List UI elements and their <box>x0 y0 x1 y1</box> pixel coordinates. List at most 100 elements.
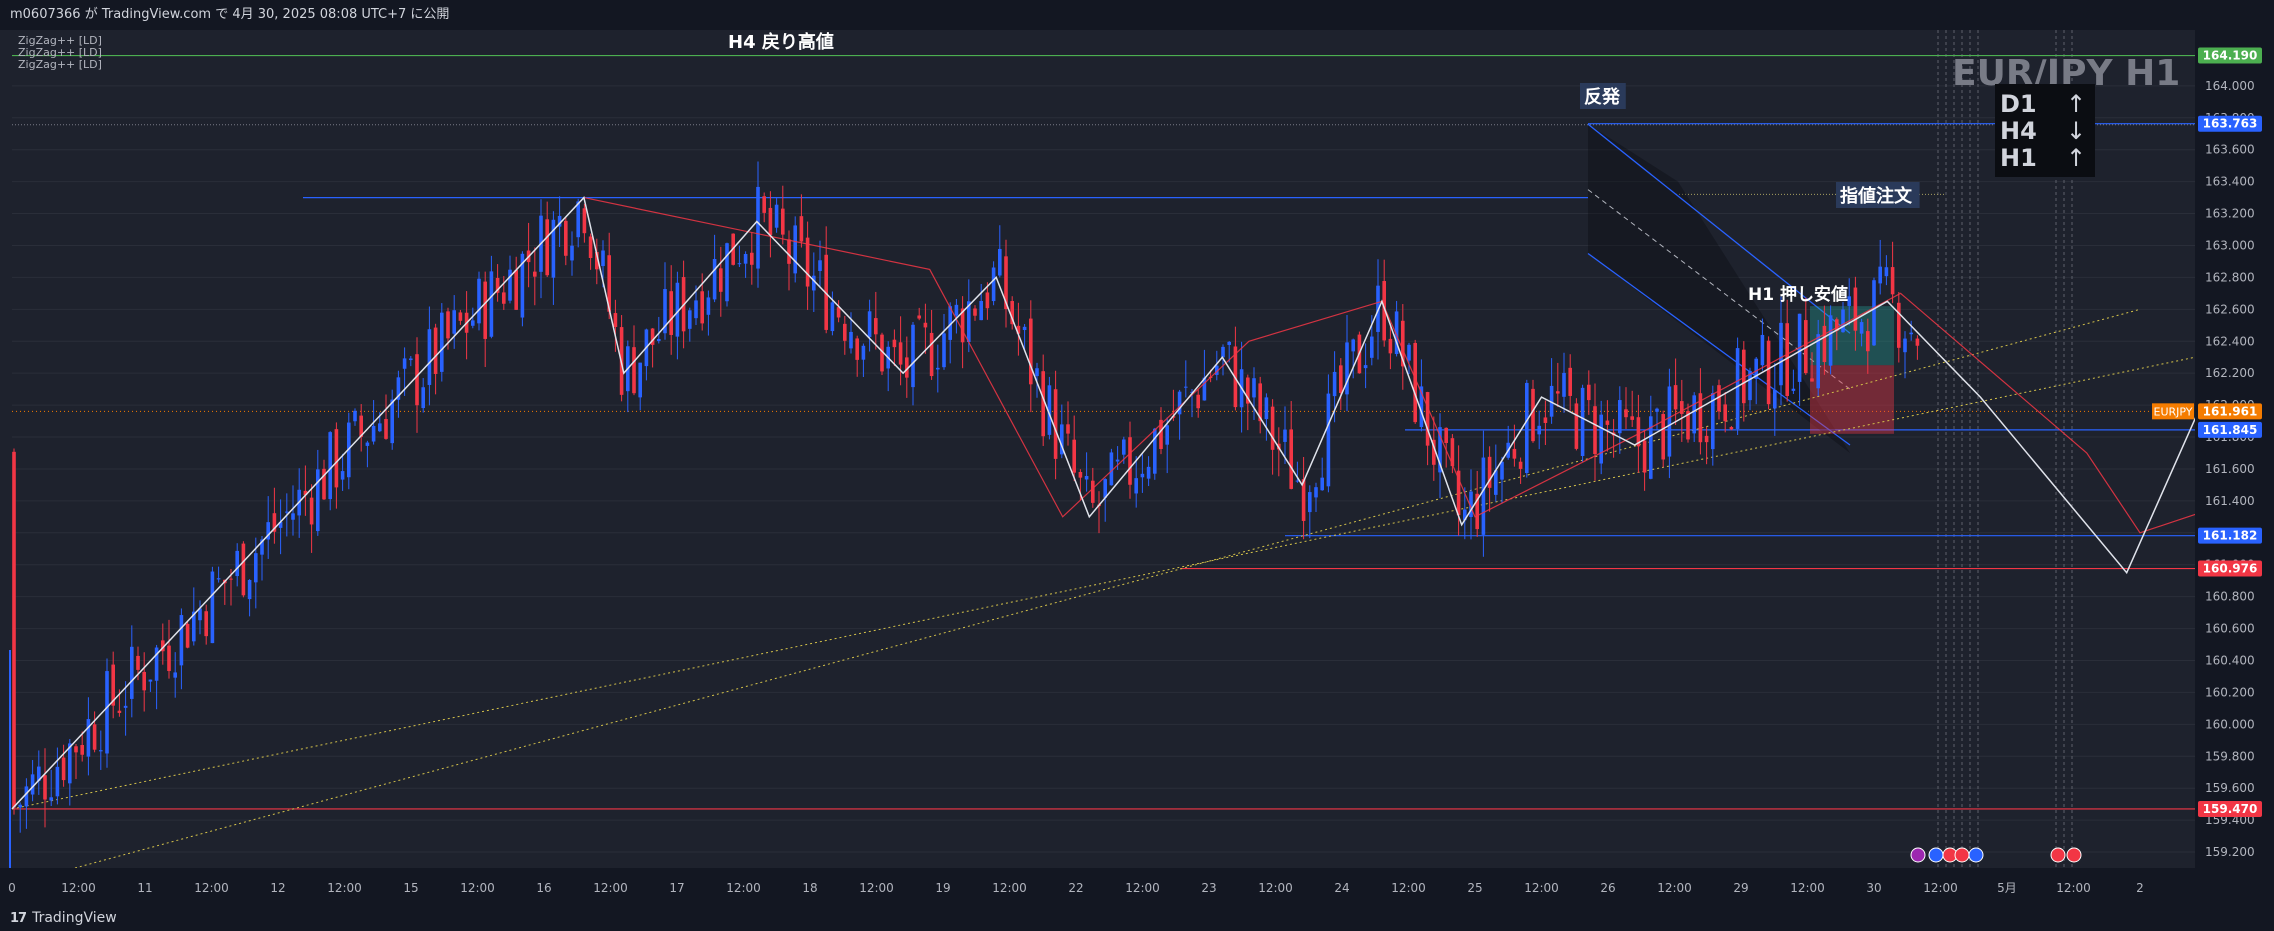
candle-body <box>1531 388 1535 442</box>
event-marker-icon[interactable] <box>1928 847 1944 863</box>
candle-body <box>923 322 928 328</box>
candle-body <box>316 469 320 532</box>
candle-body <box>1295 480 1300 482</box>
trend-table-bg <box>1995 84 2095 177</box>
indicator-legend: ZigZag++ [LD]ZigZag++ [LD]ZigZag++ [LD] <box>18 34 102 71</box>
candle-body <box>1264 397 1269 420</box>
candle-body <box>1413 342 1417 423</box>
x-tick-label: 12:00 <box>327 881 362 895</box>
y-tick-label: 164.000 <box>2205 79 2255 93</box>
trend-arrow-icon: ↓ <box>2066 117 2086 145</box>
x-tick-label: 12:00 <box>859 881 894 895</box>
trend-arrow-icon: ↑ <box>2066 90 2086 118</box>
candle-body <box>1487 456 1492 488</box>
candle-body <box>675 282 680 337</box>
x-tick-label: 22 <box>1068 881 1083 895</box>
candle-body <box>1667 386 1672 457</box>
candle-body <box>824 254 828 330</box>
candle-body <box>92 724 97 750</box>
candle-body <box>80 745 84 755</box>
candle-body <box>30 774 35 795</box>
y-tick-label: 161.600 <box>2205 462 2255 476</box>
x-tick-label: 12:00 <box>460 881 495 895</box>
y-tick-label: 162.200 <box>2205 366 2255 380</box>
event-marker-icon[interactable] <box>1954 847 1970 863</box>
candle-body <box>421 387 425 409</box>
candle-body <box>874 318 878 335</box>
candle-body <box>843 323 847 341</box>
rebound-label-bg <box>1580 83 1626 109</box>
x-tick-label: 15 <box>403 881 418 895</box>
x-tick-label: 2 <box>2136 881 2144 895</box>
level-price-tag <box>2198 527 2262 544</box>
candle-body <box>1481 457 1486 535</box>
candle-body <box>719 268 723 292</box>
y-tick-label: 159.200 <box>2205 845 2255 859</box>
candle-body <box>1388 338 1393 354</box>
tradingview-logo-icon: 17 <box>10 910 27 926</box>
candle-body <box>154 647 159 681</box>
y-tick-label: 162.600 <box>2205 302 2255 316</box>
candle-body <box>1903 338 1907 353</box>
candle-body <box>1866 331 1870 352</box>
y-tick-label: 160.600 <box>2205 622 2255 636</box>
candle-body <box>1624 409 1628 418</box>
candle-body <box>161 640 165 652</box>
candle-body <box>1022 326 1027 331</box>
event-marker-icon[interactable] <box>1910 847 1926 863</box>
candle-body <box>1810 378 1814 382</box>
candle-body <box>1512 448 1517 459</box>
candle-body <box>49 797 53 801</box>
candle-body <box>607 255 611 312</box>
candle-body <box>1754 358 1758 379</box>
candle-body <box>285 511 289 513</box>
candle-body <box>1332 371 1337 397</box>
price-axis: 164.000163.800163.600163.400163.200163.0… <box>2152 47 2262 859</box>
candle-body <box>1549 385 1554 417</box>
candle-body <box>1029 318 1033 385</box>
level-price-label: 161.845 <box>2203 423 2258 437</box>
candle-body <box>24 786 29 807</box>
indicator-legend-item[interactable]: ZigZag++ [LD] <box>18 58 102 71</box>
candle-body <box>1252 378 1256 398</box>
indicator-legend-item[interactable]: ZigZag++ [LD] <box>18 34 102 47</box>
candle-body <box>291 513 295 520</box>
event-marker-icon[interactable] <box>1968 847 1984 863</box>
x-tick-label: 12:00 <box>1790 881 1825 895</box>
candle-body <box>936 367 940 370</box>
ticker-label: EURJPY <box>2154 405 2193 418</box>
candle-body <box>948 306 952 340</box>
candle-body <box>55 766 60 797</box>
tradingview-logo[interactable]: 17 TradingView <box>10 910 117 926</box>
y-tick-label: 160.800 <box>2205 590 2255 604</box>
candle-body <box>1115 459 1120 462</box>
stop-zone <box>1810 365 1894 434</box>
candle-body <box>68 743 72 784</box>
trendline-2 <box>11 356 2196 810</box>
candle-body <box>706 297 711 315</box>
zigzag-red-line <box>583 197 2274 534</box>
candle-body <box>37 766 41 781</box>
trendline-1 <box>74 308 2141 869</box>
candle-body <box>18 804 22 808</box>
candle-body <box>254 553 258 583</box>
candle-body <box>768 207 773 236</box>
candle-body <box>1215 365 1219 375</box>
candle-body <box>1165 425 1169 445</box>
x-tick-label: 12:00 <box>1258 881 1293 895</box>
x-tick-label: 30 <box>1866 881 1881 895</box>
event-marker-icon[interactable] <box>2050 847 2066 863</box>
candle-body <box>892 339 897 348</box>
event-marker-icon[interactable] <box>2066 847 2082 863</box>
candle-body <box>1655 408 1659 412</box>
candle-body <box>489 271 494 337</box>
x-tick-label: 12 <box>270 881 285 895</box>
x-tick-label: 12:00 <box>1391 881 1426 895</box>
candle-body <box>433 327 438 374</box>
candle-body <box>1525 382 1529 474</box>
indicator-legend-item[interactable]: ZigZag++ [LD] <box>18 46 102 59</box>
candle-body <box>86 719 91 757</box>
candle-body <box>663 289 667 334</box>
